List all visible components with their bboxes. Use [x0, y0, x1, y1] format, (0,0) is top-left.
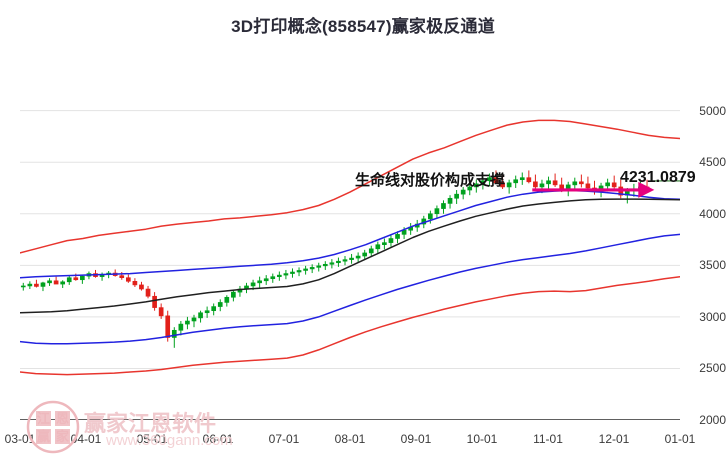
x-axis-tick-label: 01-01	[664, 432, 696, 446]
y-axis-tick-label: 4500	[699, 155, 726, 170]
y-axis-tick-label: 2500	[699, 361, 726, 376]
plot-area	[20, 90, 680, 420]
price-marker	[532, 180, 680, 198]
candlestick-series	[20, 170, 650, 348]
gridlines	[20, 110, 680, 420]
x-axis-tick-label: 10-01	[466, 432, 498, 446]
x-axis-tick-label: 03-01	[4, 432, 36, 446]
x-axis-tick-label: 11-01	[533, 432, 563, 446]
x-axis-tick-label: 07-01	[268, 432, 300, 446]
x-axis-tick-label: 09-01	[400, 432, 432, 446]
y-axis-tick-label: 4000	[699, 206, 726, 221]
chart-canvas	[20, 110, 680, 420]
y-axis-tick-label: 3500	[699, 258, 726, 273]
x-axis-tick-label: 05-01	[136, 432, 168, 446]
y-axis-tick-label: 2000	[699, 413, 726, 427]
x-axis-tick-label: 08-01	[334, 432, 366, 446]
band-lines	[20, 119, 680, 376]
y-axis-tick-label: 5000	[699, 103, 726, 118]
y-axis-tick-label: 3000	[699, 309, 726, 324]
x-axis-tick-label: 12-01	[598, 432, 630, 446]
page-title: 3D打印概念(858547)赢家极反通道	[231, 17, 495, 36]
seal-char-4: 家	[56, 429, 70, 444]
support-annotation: 生命线对股价构成支撑	[355, 172, 506, 189]
x-axis-tick-label: 06-01	[202, 432, 234, 446]
x-axis-tick-label: 04-01	[70, 432, 102, 446]
current-price-label: 4231.0879	[620, 169, 696, 186]
seal-char-3: 赢	[37, 429, 50, 444]
